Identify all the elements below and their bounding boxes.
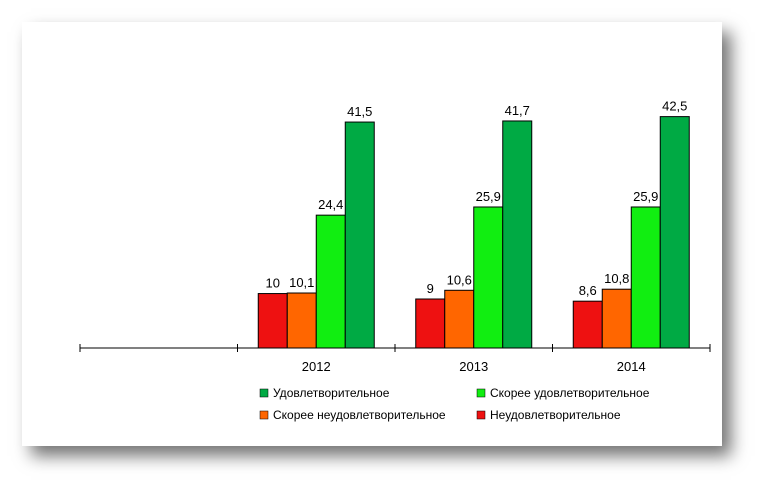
x-tick-label-2013: 2013 bbox=[459, 359, 488, 374]
legend-swatch-1 bbox=[259, 410, 269, 420]
data-label-2012-series-0: 10 bbox=[266, 276, 280, 291]
data-label-2014-series-2: 25,9 bbox=[633, 189, 658, 204]
data-labels-group: 10 10,1 24,4 41,5 9 10,6 25,9 41,7 8,6 10,8 25,9 42… bbox=[266, 99, 688, 299]
bar-2012-series-0 bbox=[257, 293, 288, 349]
legend-swatch-3 bbox=[259, 388, 269, 398]
data-label-2014-series-0: 8,6 bbox=[579, 283, 597, 298]
data-label-2012-series-1: 10,1 bbox=[289, 275, 314, 290]
data-label-2014-series-3: 42,5 bbox=[662, 99, 687, 114]
bar-2012-series-1 bbox=[286, 292, 317, 349]
data-label-2013-series-0: 9 bbox=[427, 281, 434, 296]
bars-group bbox=[257, 116, 690, 349]
data-label-2013-series-1: 10,6 bbox=[447, 272, 472, 287]
data-label-2013-series-3: 41,7 bbox=[505, 103, 530, 118]
legend-swatch-2 bbox=[476, 388, 486, 398]
x-tick-label-2014: 2014 bbox=[617, 359, 646, 374]
data-label-2013-series-2: 25,9 bbox=[476, 189, 501, 204]
legend-label-2: Скорее удовлетворительное bbox=[490, 386, 650, 400]
legend-label-1: Скорее неудовлетворительное bbox=[273, 408, 446, 422]
bar-2014-series-0 bbox=[572, 300, 603, 349]
bar-2013-series-1 bbox=[444, 289, 475, 349]
legend-label-0: Неудовлетворительное bbox=[490, 408, 621, 422]
bar-2012-series-2 bbox=[315, 214, 346, 349]
data-label-2012-series-3: 41,5 bbox=[347, 104, 372, 119]
bar-2013-series-3 bbox=[502, 120, 533, 349]
bar-2013-series-0 bbox=[415, 298, 446, 349]
legend-swatch-0 bbox=[476, 410, 486, 420]
bar-2014-series-2 bbox=[630, 206, 661, 349]
chart-card: 10 10,1 24,4 41,5 9 10,6 25,9 41,7 8,6 10,8 25,9 42… bbox=[22, 22, 722, 446]
data-label-2012-series-2: 24,4 bbox=[318, 197, 343, 212]
x-axis: 2012 2013 2014 bbox=[79, 344, 711, 374]
legend: Удовлетворительное Скорее удовлетворитель… bbox=[259, 386, 650, 422]
bar-2012-series-3 bbox=[344, 121, 375, 349]
bar-2013-series-2 bbox=[473, 206, 504, 349]
legend-label-3: Удовлетворительное bbox=[273, 386, 390, 400]
x-tick-label-2012: 2012 bbox=[302, 359, 331, 374]
data-label-2014-series-1: 10,8 bbox=[604, 271, 629, 286]
bar-2014-series-3 bbox=[659, 116, 690, 349]
bar-2014-series-1 bbox=[601, 288, 632, 349]
bar-chart: 10 10,1 24,4 41,5 9 10,6 25,9 41,7 8,6 10,8 25,9 42… bbox=[79, 99, 711, 422]
